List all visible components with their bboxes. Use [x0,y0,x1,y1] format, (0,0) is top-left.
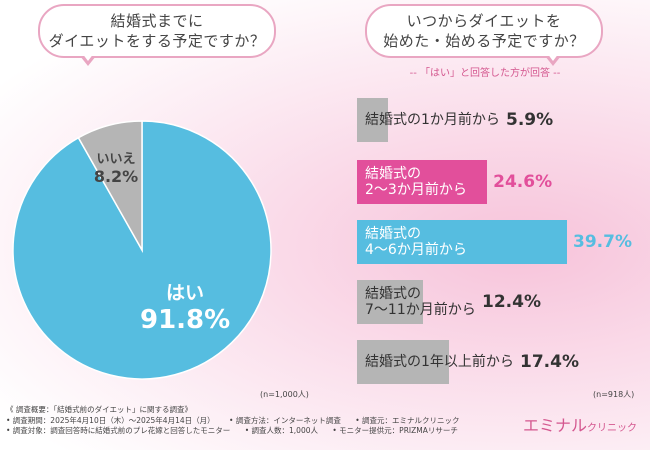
bar [357,98,389,142]
bar-category-label: 結婚式の1年以上前から [365,354,514,370]
footer-item: • モニター提供元：PRIZMAリサーチ [332,426,458,435]
footer-row: 《 調査概要：「結婚式前のダイエット」に関する調査》 [6,405,516,416]
respondent-note: -- 「はい」と回答した方が回答 -- [409,68,561,79]
pie-label-no-name: いいえ [96,152,136,167]
footer-item: • 調査方法：インターネット調査 [229,415,341,425]
logo-sub-text: クリニック [587,423,638,434]
pie-label-yes-value: 91.8% [140,305,231,335]
logo-main-text: エミナル [523,416,588,435]
bar [357,340,450,384]
pie-label-yes-name: はい [165,282,204,304]
bar-value-label: 5.9% [506,110,554,130]
bar [357,160,488,204]
bar-category-label: 結婚式の 7〜11か月前から [365,286,476,318]
footer-item: 《 調査概要：「結婚式前のダイエット」に関する調査》 [6,405,193,414]
question-bubble-right: いつからダイエットを 始めた・始める予定ですか？ [365,4,603,66]
question-right-line2: 始めた・始める予定ですか？ [383,32,585,50]
clinic-logo: エミナルクリニック [523,412,637,436]
pie-label-no: いいえ 8.2% [86,148,146,186]
pie-label-no-value: 8.2% [93,167,139,186]
bar [357,220,567,264]
question-bubble-left: 結婚式までに ダイエットをする予定ですか？ [38,4,276,66]
bar-sample-size: (n=918人) [593,390,635,399]
pie-sample-size: (n=1,000人) [260,390,309,399]
bar-value-label: 12.4% [482,292,541,312]
pie-slice-no [77,120,143,253]
bar [357,280,423,324]
bar-category-label: 結婚式の 4〜6か月前から [365,226,467,258]
bar-value-label: 24.6% [493,172,553,192]
bar-category-label: 結婚式の 2〜3か月前から [365,166,467,198]
pie-label-yes: はい 91.8% [140,278,230,335]
footer-row: • 調査期間：2025年4月10日（木）〜2025年4月14日（月） • 調査方… [6,416,516,427]
survey-footer: 《 調査概要：「結婚式前のダイエット」に関する調査》 • 調査期間：2025年4… [6,405,516,437]
question-left-line1: 結婚式までに [110,12,204,30]
bar-value-label: 17.4% [520,352,579,372]
footer-item: • 調査人数：1,000人 [244,426,318,435]
footer-item: • 調査期間：2025年4月10日（木）〜2025年4月14日（月） [6,415,215,425]
footer-item: • 調査元：エミナルクリニック [355,415,460,425]
bar-category-label: 結婚式の1か月前から [365,112,500,128]
footer-item: • 調査対象：調査回答時に結婚式前のプレ花嫁と回答したモニター [6,426,231,435]
bar-value-label: 39.7% [573,232,632,252]
question-right-line1: いつからダイエットを [406,12,562,30]
footer-row: • 調査対象：調査回答時に結婚式前のプレ花嫁と回答したモニター • 調査人数：1… [6,426,516,437]
question-left-line2: ダイエットをする予定ですか？ [48,32,266,50]
